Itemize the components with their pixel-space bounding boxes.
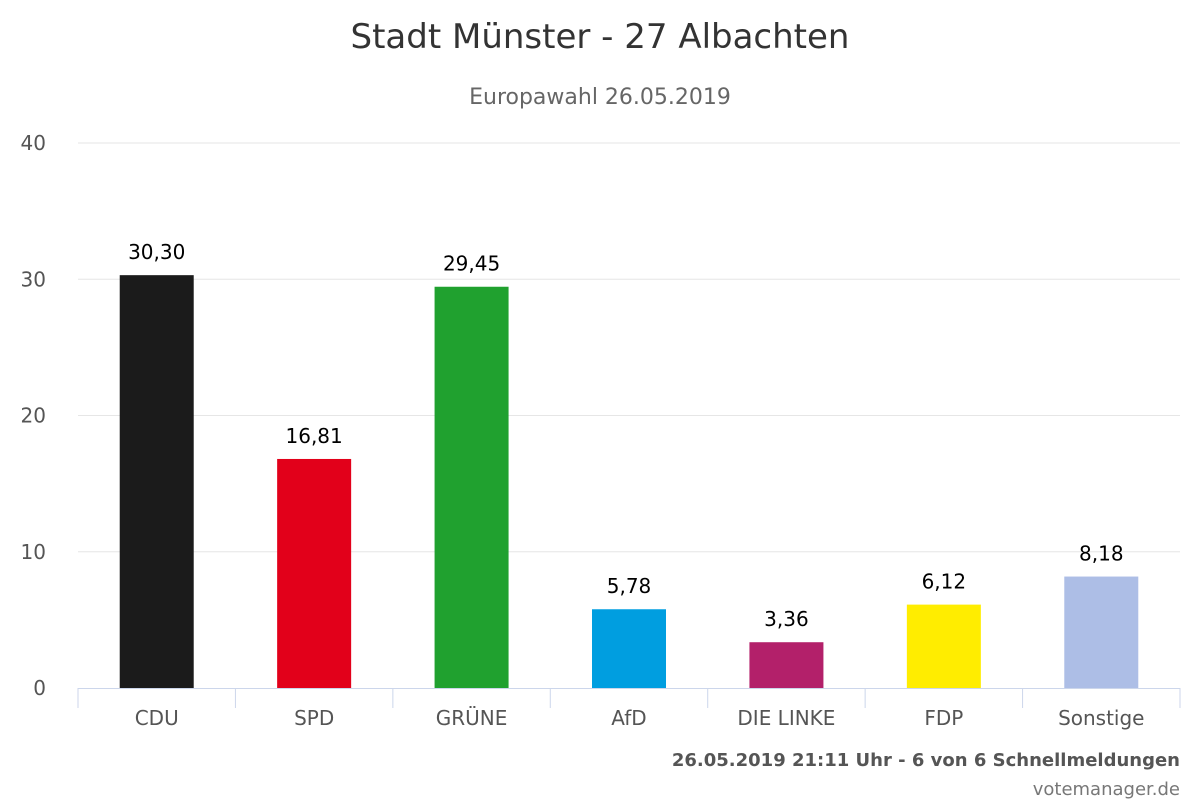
y-tick-label: 40 (21, 131, 46, 155)
x-tick-label: CDU (135, 706, 179, 730)
credit-link[interactable]: votemanager.de (1033, 779, 1180, 800)
x-tick-label: DIE LINKE (737, 706, 835, 730)
y-tick-label: 30 (21, 267, 46, 291)
x-tick-label: FDP (924, 706, 963, 730)
data-label: 29,45 (443, 252, 500, 276)
bar-die-linke[interactable] (749, 642, 824, 688)
data-label: 5,78 (607, 574, 652, 598)
bar-fdp[interactable] (906, 604, 981, 688)
data-label: 3,36 (764, 607, 809, 631)
y-tick-label: 20 (21, 404, 46, 428)
status-footer: 26.05.2019 21:11 Uhr - 6 von 6 Schnellme… (672, 750, 1180, 771)
bar-cdu[interactable] (119, 275, 194, 688)
chart-subtitle: Europawahl 26.05.2019 (469, 85, 731, 110)
bar-sonstige[interactable] (1064, 576, 1139, 688)
y-tick-label: 0 (33, 676, 46, 700)
x-tick-label: Sonstige (1058, 706, 1144, 730)
bar-afd[interactable] (592, 609, 666, 688)
chart-title: Stadt Münster - 27 Albachten (351, 17, 850, 57)
data-label: 16,81 (286, 424, 343, 448)
bar-grüne[interactable] (434, 286, 509, 688)
x-tick-label: AfD (611, 706, 646, 730)
data-label: 8,18 (1079, 542, 1124, 566)
x-tick-label: GRÜNE (436, 706, 508, 730)
bar-spd[interactable] (277, 458, 352, 688)
data-label: 30,30 (128, 240, 185, 264)
data-label: 6,12 (922, 570, 967, 594)
x-tick-label: SPD (294, 706, 334, 730)
y-tick-label: 10 (21, 540, 46, 564)
